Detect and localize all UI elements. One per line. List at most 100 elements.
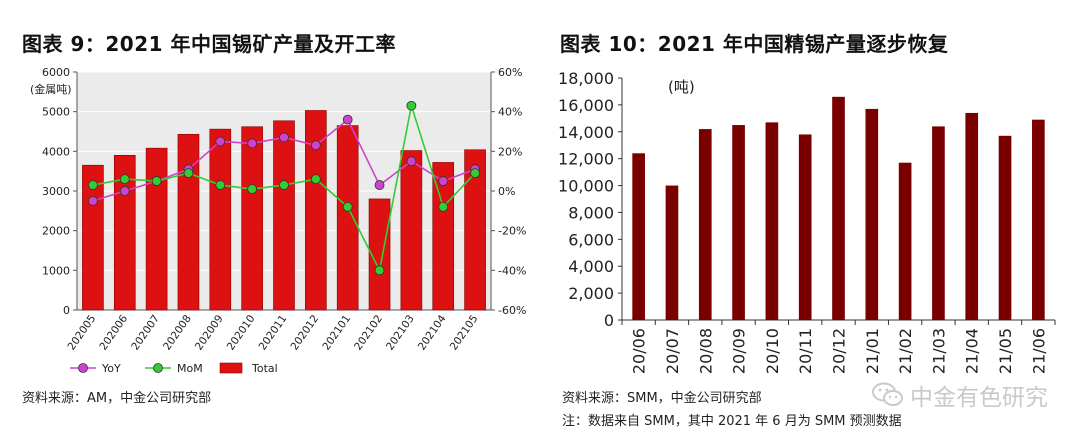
- yoy-point: [406, 156, 417, 167]
- bar-total: [400, 150, 423, 311]
- y-tick-label: 6,000: [568, 230, 614, 249]
- y-tick-label: 5000: [42, 106, 70, 119]
- bar-refined-tin: [665, 185, 679, 320]
- mom-point: [215, 180, 226, 190]
- bar-refined-tin: [832, 96, 845, 320]
- figure-10-source: 资料来源：SMM，中金公司研究部: [562, 391, 762, 406]
- legend-label: MoM: [177, 362, 203, 375]
- legend-swatch-marker: [153, 363, 163, 373]
- x-tick-label: 202011: [257, 313, 290, 353]
- bar-total: [336, 125, 359, 311]
- mom-point: [438, 201, 449, 212]
- bar-total: [113, 155, 136, 311]
- x-tick-label: 20/12: [830, 328, 849, 374]
- y-tick-label: 10,000: [558, 177, 614, 196]
- bar-refined-tin: [1032, 119, 1045, 320]
- x-tick-label: 21/04: [963, 328, 982, 374]
- bar-total: [177, 133, 200, 311]
- yoy-point: [342, 114, 353, 125]
- mom-point: [88, 180, 98, 190]
- x-tick-label: 20/06: [630, 328, 649, 374]
- y-tick-label: 6000: [42, 66, 70, 79]
- bar-refined-tin: [998, 135, 1012, 320]
- x-tick-label: 202009: [193, 313, 226, 353]
- x-tick-label: 202007: [129, 313, 162, 353]
- bar-refined-tin: [798, 134, 812, 320]
- legend-label: Total: [251, 362, 278, 375]
- y2-tick-label: 40%: [498, 106, 522, 119]
- figure-9-panel: 图表 9：2021 年中国锡矿产量及开工率 0 1000 2000 3000 4000 5…: [22, 32, 526, 406]
- x-tick-label: 202005: [66, 313, 99, 353]
- y-tick-label: 0: [604, 311, 614, 330]
- x-tick-label: 202008: [161, 313, 194, 353]
- y-tick-label: 8,000: [568, 203, 614, 222]
- bar-total: [241, 126, 263, 311]
- y-tick-label: 14,000: [558, 123, 614, 142]
- mom-point: [342, 201, 353, 212]
- x-tick-label: 21/05: [996, 328, 1015, 374]
- figure-10-title: 图表 10：2021 年中国精锡产量逐步恢复: [560, 32, 949, 56]
- yoy-point: [88, 196, 98, 206]
- bar-total: [273, 120, 295, 311]
- bar-refined-tin: [698, 129, 712, 320]
- wechat-icon: [872, 382, 903, 406]
- yoy-point: [374, 180, 385, 190]
- y-tick-label: 2000: [42, 225, 70, 238]
- x-tick-label: 20/11: [796, 328, 815, 374]
- tin-ore-chart: 0 1000 2000 3000 4000 5000 6000 -60% -40% -20% 0% 2…: [30, 66, 526, 375]
- mom-point: [470, 168, 480, 179]
- mom-point: [279, 180, 289, 190]
- x-tick-label: 21/06: [1029, 328, 1048, 374]
- mom-point: [119, 174, 130, 185]
- watermark: 中金有色研究: [872, 378, 1048, 412]
- y-tick-label: 16,000: [558, 96, 614, 115]
- figure-10-panel: 图表 10：2021 年中国精锡产量逐步恢复 0 2,000 4,000 6,000 8…: [540, 0, 1080, 441]
- y-tick-label: 12,000: [558, 150, 614, 169]
- bar-refined-tin: [732, 125, 745, 320]
- legend-swatch-marker: [78, 363, 88, 373]
- bar-refined-tin: [932, 126, 945, 321]
- x-tick-label: 202103: [384, 313, 417, 353]
- x-tick-label: 202010: [225, 313, 258, 353]
- y-tick-label: 4,000: [568, 257, 614, 276]
- y-tick-label: 0: [63, 304, 70, 317]
- refined-tin-chart: 0 2,000 4,000 6,000 8,000 10,000 12,000 14,000 1…: [558, 69, 1056, 374]
- figure-9-source: 资料来源：AM，中金公司研究部: [22, 391, 212, 406]
- y2-tick-label: 60%: [498, 66, 522, 79]
- mom-point: [374, 265, 385, 276]
- x-tick-label: 202101: [320, 313, 353, 353]
- x-tick-label: 202102: [352, 313, 385, 353]
- x-tick-label: 21/03: [929, 328, 948, 374]
- y-axis-label: (金属吨): [30, 82, 72, 96]
- bar-total: [145, 147, 168, 311]
- y-tick-label: 4000: [42, 145, 70, 158]
- y-tick-label: 1000: [42, 264, 70, 277]
- x-tick-label: 20/10: [763, 328, 782, 374]
- yoy-point: [215, 136, 226, 147]
- mom-point: [406, 100, 417, 111]
- y2-tick-label: -40%: [498, 264, 526, 277]
- mom-point: [151, 176, 162, 186]
- x-tick-label: 202104: [416, 313, 449, 353]
- legend-label: YoY: [101, 362, 121, 375]
- bar-total: [209, 128, 232, 311]
- bar-total: [305, 110, 327, 311]
- y2-tick-label: -60%: [498, 304, 526, 317]
- yoy-point: [438, 176, 449, 186]
- bar-total: [432, 162, 455, 311]
- mom-point: [183, 168, 194, 179]
- y2-tick-label: 0%: [498, 185, 515, 198]
- bar-refined-tin: [898, 162, 912, 320]
- bar-refined-tin: [965, 112, 979, 320]
- watermark-text: 中金有色研究: [910, 385, 1048, 411]
- y-axis-label: (吨): [668, 78, 695, 96]
- x-tick-label: 202006: [97, 313, 130, 353]
- bar-total: [368, 198, 391, 311]
- mom-point: [247, 184, 258, 194]
- x-tick-label: 20/09: [730, 328, 749, 374]
- yoy-point: [119, 186, 130, 196]
- bar-refined-tin: [865, 108, 879, 320]
- bar-total: [82, 164, 104, 311]
- yoy-point: [279, 132, 289, 143]
- bar-total: [464, 149, 486, 311]
